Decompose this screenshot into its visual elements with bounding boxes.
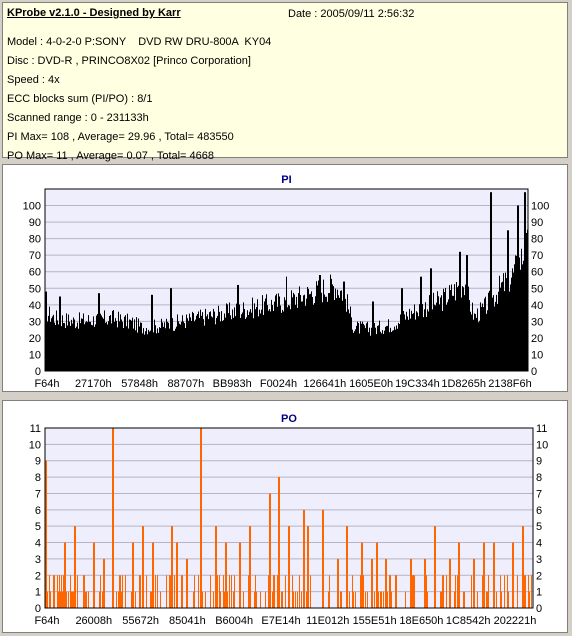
disc-info-panel: KProbe v2.1.0 - Designed by Karr Date : … xyxy=(2,2,568,162)
y-tick-label-right: 1 xyxy=(536,587,542,599)
x-tick-label: BB983h xyxy=(213,378,252,390)
plot-border xyxy=(44,188,529,372)
po-stats-line: PO Max= 11 , Average= 0.07 , Total= 4668 xyxy=(7,150,215,162)
y-tick-label-left: 8 xyxy=(35,472,41,484)
x-tick-label: 18E650h xyxy=(399,615,443,627)
y-tick-label-left: 30 xyxy=(29,316,41,328)
chart-title: PO xyxy=(281,413,297,425)
x-tick-label: 1C8542h xyxy=(446,615,491,627)
y-tick-label-left: 1 xyxy=(35,587,41,599)
po-bars xyxy=(45,428,532,608)
y-tick-label-right: 20 xyxy=(531,333,543,345)
y-tick-label-right: 10 xyxy=(531,349,543,361)
x-tick-label: E7E14h xyxy=(261,615,300,627)
pi-chart-panel: PI 0 0 10 10 20 20 30 30 40 40 50 50 60 60 70 70 80 80 90 90… xyxy=(2,164,568,392)
y-tick-label-right: 30 xyxy=(531,316,543,328)
x-tick-label: F0024h xyxy=(260,378,297,390)
model-line: Model : 4-0-2-0 P:SONY DVD RW DRU-800A K… xyxy=(7,36,272,48)
disc-line: Disc : DVD-R , PRINCO8X02 [Princo Corpor… xyxy=(7,55,251,67)
y-tick-label-right: 11 xyxy=(536,423,547,435)
pi-bars xyxy=(45,192,528,371)
x-tick-label: 55672h xyxy=(122,615,159,627)
y-tick-label-left: 4 xyxy=(35,538,41,550)
y-tick-label-right: 2 xyxy=(536,570,542,582)
y-tick-label-right: 60 xyxy=(531,267,543,279)
y-tick-label-right: 5 xyxy=(536,521,542,533)
x-tick-label: 26008h xyxy=(75,615,112,627)
y-tick-label-left: 50 xyxy=(29,283,41,295)
y-tick-label-left: 2 xyxy=(35,570,41,582)
y-tick-label-right: 100 xyxy=(531,201,549,213)
y-tick-label-left: 60 xyxy=(29,267,41,279)
y-tick-label-right: 7 xyxy=(536,488,542,500)
chart-title: PI xyxy=(281,174,291,186)
x-tick-label: B6004h xyxy=(215,615,253,627)
y-tick-label-right: 90 xyxy=(531,217,543,229)
y-tick-label-left: 0 xyxy=(35,603,41,615)
app-title: KProbe v2.1.0 - Designed by Karr xyxy=(7,7,181,19)
x-tick-label: 126641h xyxy=(303,378,346,390)
x-tick-label: 155E51h xyxy=(353,615,397,627)
y-tick-label-left: 20 xyxy=(29,333,41,345)
y-tick-label-left: 3 xyxy=(35,554,41,566)
y-tick-label-left: 5 xyxy=(35,521,41,533)
x-tick-label: 202221h xyxy=(494,615,537,627)
y-tick-label-left: 7 xyxy=(35,488,41,500)
plot-border xyxy=(44,427,534,609)
scan-date: Date : 2005/09/11 2:56:32 xyxy=(288,8,415,20)
po-chart-panel: PO 0 0 1 1 2 2 3 3 4 4 5 5 6 6 7 7 8 8 9 9 10 10 11 11 F64h 26008h… xyxy=(2,400,568,633)
y-tick-label-left: 11 xyxy=(30,423,41,435)
x-tick-label: F64h xyxy=(34,615,59,627)
x-tick-label: 11E012h xyxy=(306,615,349,627)
x-tick-label: 88707h xyxy=(168,378,205,390)
pi-stats-line: PI Max= 108 , Average= 29.96 , Total= 48… xyxy=(7,131,234,143)
y-tick-label-right: 0 xyxy=(531,366,537,378)
x-tick-label: 1D8265h xyxy=(441,378,486,390)
y-tick-label-right: 70 xyxy=(531,250,543,262)
y-tick-label-left: 10 xyxy=(29,439,41,451)
y-tick-label-left: 9 xyxy=(35,456,41,468)
y-tick-label-right: 9 xyxy=(536,456,542,468)
y-tick-label-right: 8 xyxy=(536,472,542,484)
y-tick-label-left: 6 xyxy=(35,505,41,517)
y-tick-label-left: 40 xyxy=(29,300,41,312)
speed-line: Speed : 4x xyxy=(7,74,60,86)
y-tick-label-right: 80 xyxy=(531,234,543,246)
x-tick-label: 57848h xyxy=(121,378,158,390)
y-tick-label-right: 6 xyxy=(536,505,542,517)
x-tick-label: F64h xyxy=(34,378,59,390)
y-tick-label-right: 10 xyxy=(536,439,548,451)
y-tick-label-left: 0 xyxy=(35,366,41,378)
y-tick-label-right: 50 xyxy=(531,283,543,295)
y-tick-label-left: 100 xyxy=(23,201,41,213)
x-tick-label: 2138F6h xyxy=(488,378,531,390)
y-tick-label-left: 90 xyxy=(29,217,41,229)
y-tick-label-right: 3 xyxy=(536,554,542,566)
y-tick-label-right: 40 xyxy=(531,300,543,312)
pi-chart: PI 0 0 10 10 20 20 30 30 40 40 50 50 60 60 70 70 80 80 90 90… xyxy=(23,174,550,390)
x-tick-label: 27170h xyxy=(75,378,112,390)
y-tick-label-left: 80 xyxy=(29,234,41,246)
y-tick-label-left: 10 xyxy=(29,349,41,361)
range-line: Scanned range : 0 - 231133h xyxy=(7,112,149,124)
y-tick-label-right: 0 xyxy=(536,603,542,615)
y-tick-label-left: 70 xyxy=(29,250,41,262)
x-tick-label: 1605E0h xyxy=(349,378,393,390)
y-tick-label-right: 4 xyxy=(536,538,542,550)
x-tick-label: 19C334h xyxy=(395,378,440,390)
x-tick-label: 85041h xyxy=(169,615,206,627)
ecc-line: ECC blocks sum (PI/PO) : 8/1 xyxy=(7,93,153,105)
